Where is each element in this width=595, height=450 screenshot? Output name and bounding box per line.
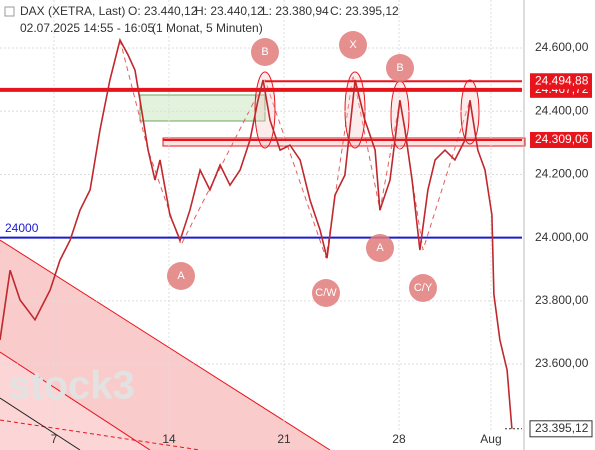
wave-marker bbox=[386, 54, 414, 82]
x-tick-label: 21 bbox=[277, 432, 291, 446]
channel-edge bbox=[0, 351, 151, 450]
ohlc-value: H: 23.440,12 bbox=[195, 4, 264, 18]
x-tick-label: Aug bbox=[480, 432, 501, 446]
legend-swatch bbox=[4, 6, 15, 17]
y-tick-label: 23.800,00 bbox=[535, 293, 589, 307]
level-label: 24.309,06 bbox=[535, 132, 589, 146]
wave-label: A bbox=[376, 242, 384, 254]
x-tick-label: 7 bbox=[51, 432, 58, 446]
y-tick-label: 24.000,00 bbox=[535, 230, 589, 244]
wave-marker bbox=[312, 279, 340, 307]
last-label: 23.395,12 bbox=[535, 421, 589, 435]
level-tag bbox=[530, 131, 592, 148]
wave-marker bbox=[409, 274, 437, 302]
trend-line bbox=[0, 397, 81, 450]
watermark: stock3 bbox=[8, 364, 135, 408]
wave-label: B bbox=[261, 46, 268, 58]
ohlc-value: L: 23.380,94 bbox=[262, 4, 329, 18]
wave-label: C/W bbox=[315, 287, 337, 299]
level-tag bbox=[530, 73, 592, 90]
y-tick-label: 24.600,00 bbox=[535, 40, 589, 54]
price-line bbox=[0, 37, 513, 429]
y-tick-label: 24.400,00 bbox=[535, 103, 589, 117]
ohlc-value: C: 23.395,12 bbox=[330, 4, 399, 18]
plot: B X B A C/W A C/Y bbox=[0, 0, 526, 450]
level-label: 24.494,88 bbox=[535, 73, 589, 87]
x-tick-label: 14 bbox=[162, 432, 176, 446]
level-label: 24000 bbox=[5, 221, 39, 235]
wave-label: B bbox=[396, 62, 403, 74]
wave-path bbox=[119, 39, 471, 259]
period: (1 Monat, 5 Minuten) bbox=[152, 21, 263, 35]
wave-marker bbox=[339, 31, 367, 59]
y-tick-label: 23.600,00 bbox=[535, 356, 589, 370]
wave-label: X bbox=[349, 39, 357, 51]
y-tick-label: 24.200,00 bbox=[535, 167, 589, 181]
wave-label: C/Y bbox=[414, 282, 433, 294]
last-tag bbox=[529, 420, 593, 438]
wave-marker bbox=[167, 262, 195, 290]
wave-marker bbox=[251, 38, 279, 66]
ohlc-value: O: 23.440,12 bbox=[128, 4, 198, 18]
zone bbox=[139, 94, 266, 122]
chart-title: DAX (XETRA, Last) bbox=[20, 4, 125, 18]
peak-ellipse bbox=[254, 71, 276, 149]
channel-mid bbox=[0, 419, 201, 450]
wave-label: A bbox=[177, 270, 185, 282]
x-tick-label: 28 bbox=[392, 432, 406, 446]
date-range: 02.07.2025 14:55 - 16:05 bbox=[20, 21, 154, 35]
zone bbox=[162, 137, 526, 147]
wave-marker bbox=[366, 234, 394, 262]
